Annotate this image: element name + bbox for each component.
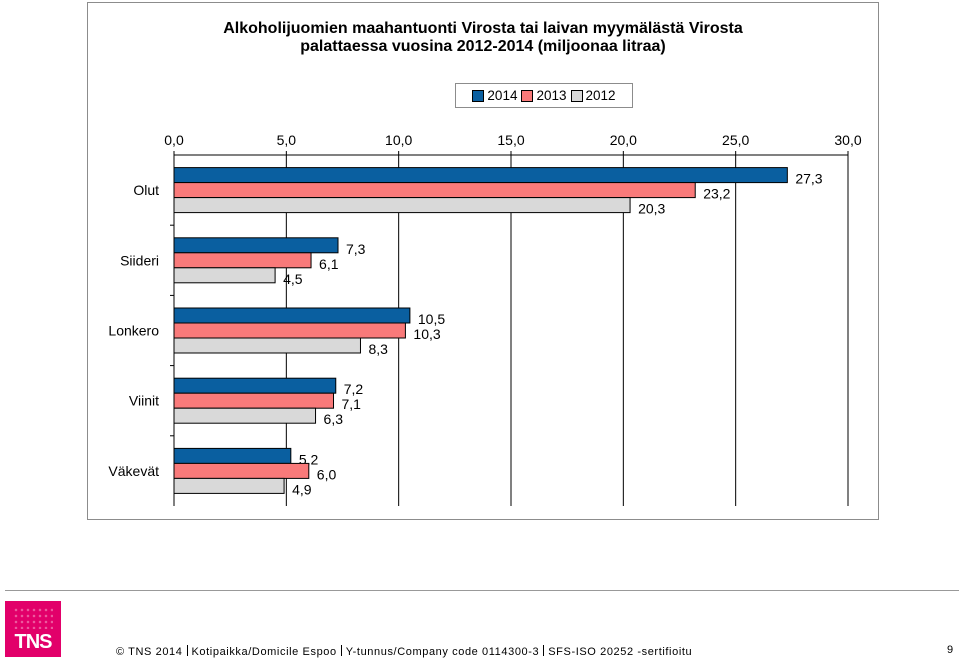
bar-2012 [173,197,631,214]
x-tick-label: 30,0 [834,132,861,148]
x-tick-label: 15,0 [497,132,524,148]
data-label: 10,5 [418,311,445,327]
data-label: 7,1 [342,396,362,412]
data-label: 6,0 [317,466,337,482]
bar-2013 [173,182,696,199]
footer-separator [186,645,188,656]
data-label: 10,3 [413,326,440,342]
bar-2013 [173,462,310,479]
bar-2012 [173,407,317,424]
x-tick-label: 25,0 [722,132,749,148]
legend-swatch-2013 [521,89,534,102]
legend-label-2012: 2012 [585,88,616,103]
bar-2014 [173,237,339,254]
bar-2012 [173,337,361,354]
category-label: Väkevät [108,463,159,479]
chart-title: Alkoholijuomien maahantuonti Virosta tai… [87,20,879,56]
footer-certification: SFS-ISO 20252 -sertifioitu [548,646,693,658]
category-label: Olut [133,182,159,198]
data-label: 7,3 [346,241,366,257]
footer-separator [340,645,342,656]
x-tick-label: 0,0 [164,132,184,148]
data-label: 27,3 [795,171,822,187]
bar-2013 [173,322,406,339]
bar-2014 [173,447,292,464]
chart-title-line-2: palattaessa vuosina 2012-2014 (miljoonaa… [300,38,666,55]
data-label: 6,3 [324,411,344,427]
logo-text: TNS [14,631,53,653]
legend-label-2013: 2013 [536,88,567,103]
legend-item-2013: 2013 [521,88,567,103]
data-label: 6,1 [319,256,339,272]
data-label: 4,5 [283,271,303,287]
legend-item-2014: 2014 [472,88,517,103]
footer-copyright: © TNS 2014 [116,646,183,658]
bar-2014 [173,307,411,324]
category-label: Lonkero [108,323,159,339]
bar-2012 [173,477,285,494]
bar-2012 [173,267,276,284]
tns-logo: TNS [5,601,61,657]
data-label: 4,9 [292,481,312,497]
chart-title-line-1: Alkoholijuomien maahantuonti Virosta tai… [223,20,743,37]
data-label: 23,2 [703,186,730,202]
x-tick-label: 20,0 [610,132,637,148]
footer-company-code: Y-tunnus/Company code 0114300-3 [345,646,540,658]
x-tick-label: 5,0 [277,132,297,148]
logo-dots-pattern [13,607,53,629]
bar-2013 [173,392,335,409]
legend-item-2012: 2012 [570,88,616,103]
category-label: Viinit [129,393,159,409]
footer-divider [5,590,959,591]
footer-address: Kotipaikka/Domicile Espoo [191,646,337,658]
page-number: 9 [947,644,954,656]
footer-separator [543,645,545,656]
bar-2013 [173,252,312,269]
chart-legend: 2014 2013 2012 [455,83,633,108]
footer-text: © TNS 2014 Kotipaikka/Domicile Espoo Y-tun… [116,645,692,658]
category-label: Siideri [120,252,159,268]
legend-swatch-2014 [472,89,485,102]
data-label: 20,3 [638,201,665,217]
bar-2014 [173,377,337,394]
data-label: 7,2 [344,381,364,397]
data-label: 8,3 [368,341,388,357]
x-tick-label: 10,0 [385,132,412,148]
bar-2014 [173,167,788,184]
legend-swatch-2012 [570,89,583,102]
legend-label-2014: 2014 [487,88,518,103]
